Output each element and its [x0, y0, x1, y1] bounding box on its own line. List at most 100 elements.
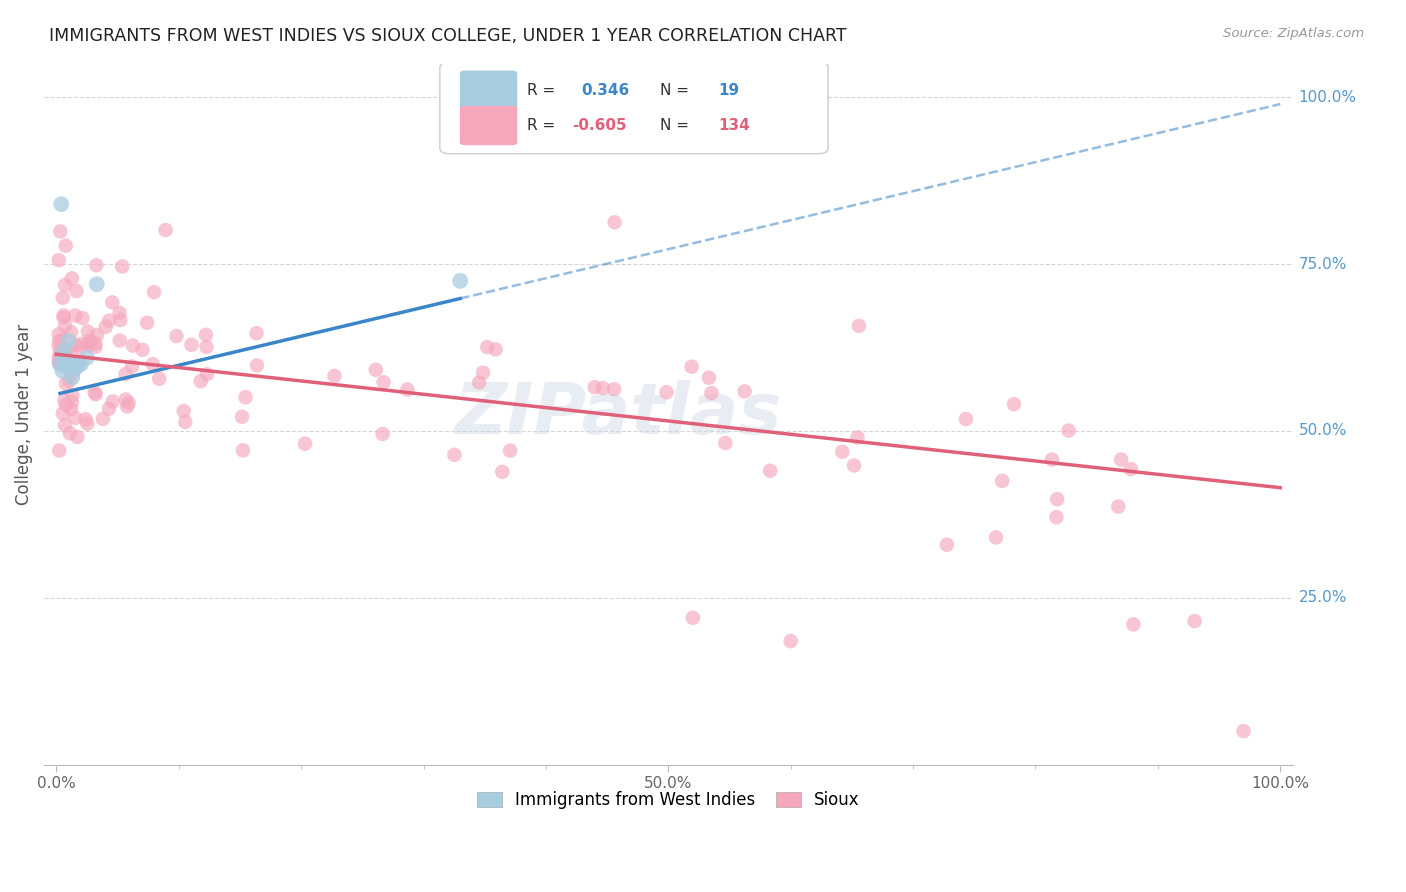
Point: [173, 404, 195, 418]
Point: [84, 336, 107, 351]
Point: [55, 357, 77, 371]
Point: [122, 338, 145, 352]
Point: [52, 406, 75, 420]
Text: N =: N =: [659, 83, 693, 97]
Text: 134: 134: [718, 118, 749, 133]
Point: [603, 215, 626, 229]
Point: [142, 357, 165, 371]
Point: [52, 309, 75, 323]
Text: -0.605: -0.605: [572, 118, 627, 133]
Point: [131, 343, 153, 357]
Point: [65, 284, 87, 298]
Point: [67, 357, 90, 371]
Text: ZIPatlas: ZIPatlas: [454, 380, 782, 449]
Point: [294, 436, 316, 450]
Point: [848, 318, 870, 333]
Point: [60, 325, 83, 339]
Point: [108, 306, 131, 320]
Point: [65, 411, 87, 425]
Point: [53, 318, 76, 333]
Point: [51, 364, 73, 378]
Point: [194, 327, 217, 342]
Point: [75, 412, 97, 426]
Point: [371, 427, 394, 442]
Point: [52, 310, 75, 325]
Point: [53, 418, 76, 433]
Point: [48, 327, 70, 342]
Point: [51, 333, 73, 347]
Point: [697, 370, 720, 384]
Point: [48, 334, 70, 349]
Point: [53, 351, 76, 365]
Text: R =: R =: [527, 118, 561, 133]
Point: [235, 390, 257, 404]
Point: [59, 345, 82, 359]
Point: [115, 400, 138, 414]
Point: [111, 260, 134, 274]
Point: [373, 376, 395, 390]
Point: [86, 328, 108, 343]
Point: [65, 360, 87, 375]
Point: [655, 385, 678, 400]
Point: [79, 338, 101, 352]
Text: 75.0%: 75.0%: [1299, 257, 1347, 272]
Point: [76, 417, 98, 431]
Point: [485, 343, 508, 357]
Point: [108, 334, 131, 348]
Point: [65, 309, 87, 323]
Point: [83, 385, 105, 400]
Point: [592, 381, 614, 395]
Point: [51, 197, 73, 211]
FancyBboxPatch shape: [440, 62, 828, 153]
Point: [121, 359, 143, 374]
Point: [155, 223, 177, 237]
Point: [472, 366, 495, 380]
Text: 100.0%: 100.0%: [1299, 90, 1357, 105]
Point: [84, 340, 107, 354]
Point: [53, 278, 76, 293]
Point: [1122, 617, 1144, 632]
Point: [53, 393, 76, 408]
Point: [246, 359, 269, 373]
Point: [59, 357, 82, 371]
Point: [468, 376, 491, 390]
Point: [55, 238, 77, 252]
Point: [48, 443, 70, 458]
Point: [1046, 492, 1069, 507]
Point: [323, 368, 346, 383]
Point: [65, 338, 87, 352]
Point: [48, 339, 70, 353]
Point: [48, 355, 70, 369]
Text: 0.346: 0.346: [581, 83, 628, 97]
Point: [62, 365, 84, 379]
Point: [842, 458, 865, 473]
Point: [1109, 452, 1132, 467]
Point: [70, 337, 93, 351]
Point: [97, 401, 120, 416]
Point: [583, 380, 606, 394]
Point: [60, 370, 83, 384]
Point: [58, 334, 80, 348]
Point: [48, 344, 70, 359]
Point: [72, 310, 94, 325]
Point: [1045, 510, 1067, 524]
Point: [1057, 424, 1080, 438]
Point: [955, 412, 977, 426]
Point: [681, 359, 703, 374]
Point: [232, 443, 254, 458]
Point: [136, 316, 159, 330]
Text: R =: R =: [527, 83, 561, 97]
Point: [759, 464, 782, 478]
Point: [682, 611, 704, 625]
Point: [246, 326, 269, 341]
Point: [831, 444, 853, 458]
Point: [1002, 397, 1025, 411]
Point: [86, 277, 108, 292]
Point: [195, 368, 218, 382]
Point: [76, 325, 98, 339]
Point: [60, 402, 83, 417]
Point: [63, 360, 86, 375]
Point: [48, 351, 70, 366]
Point: [48, 349, 70, 363]
Point: [180, 338, 202, 352]
